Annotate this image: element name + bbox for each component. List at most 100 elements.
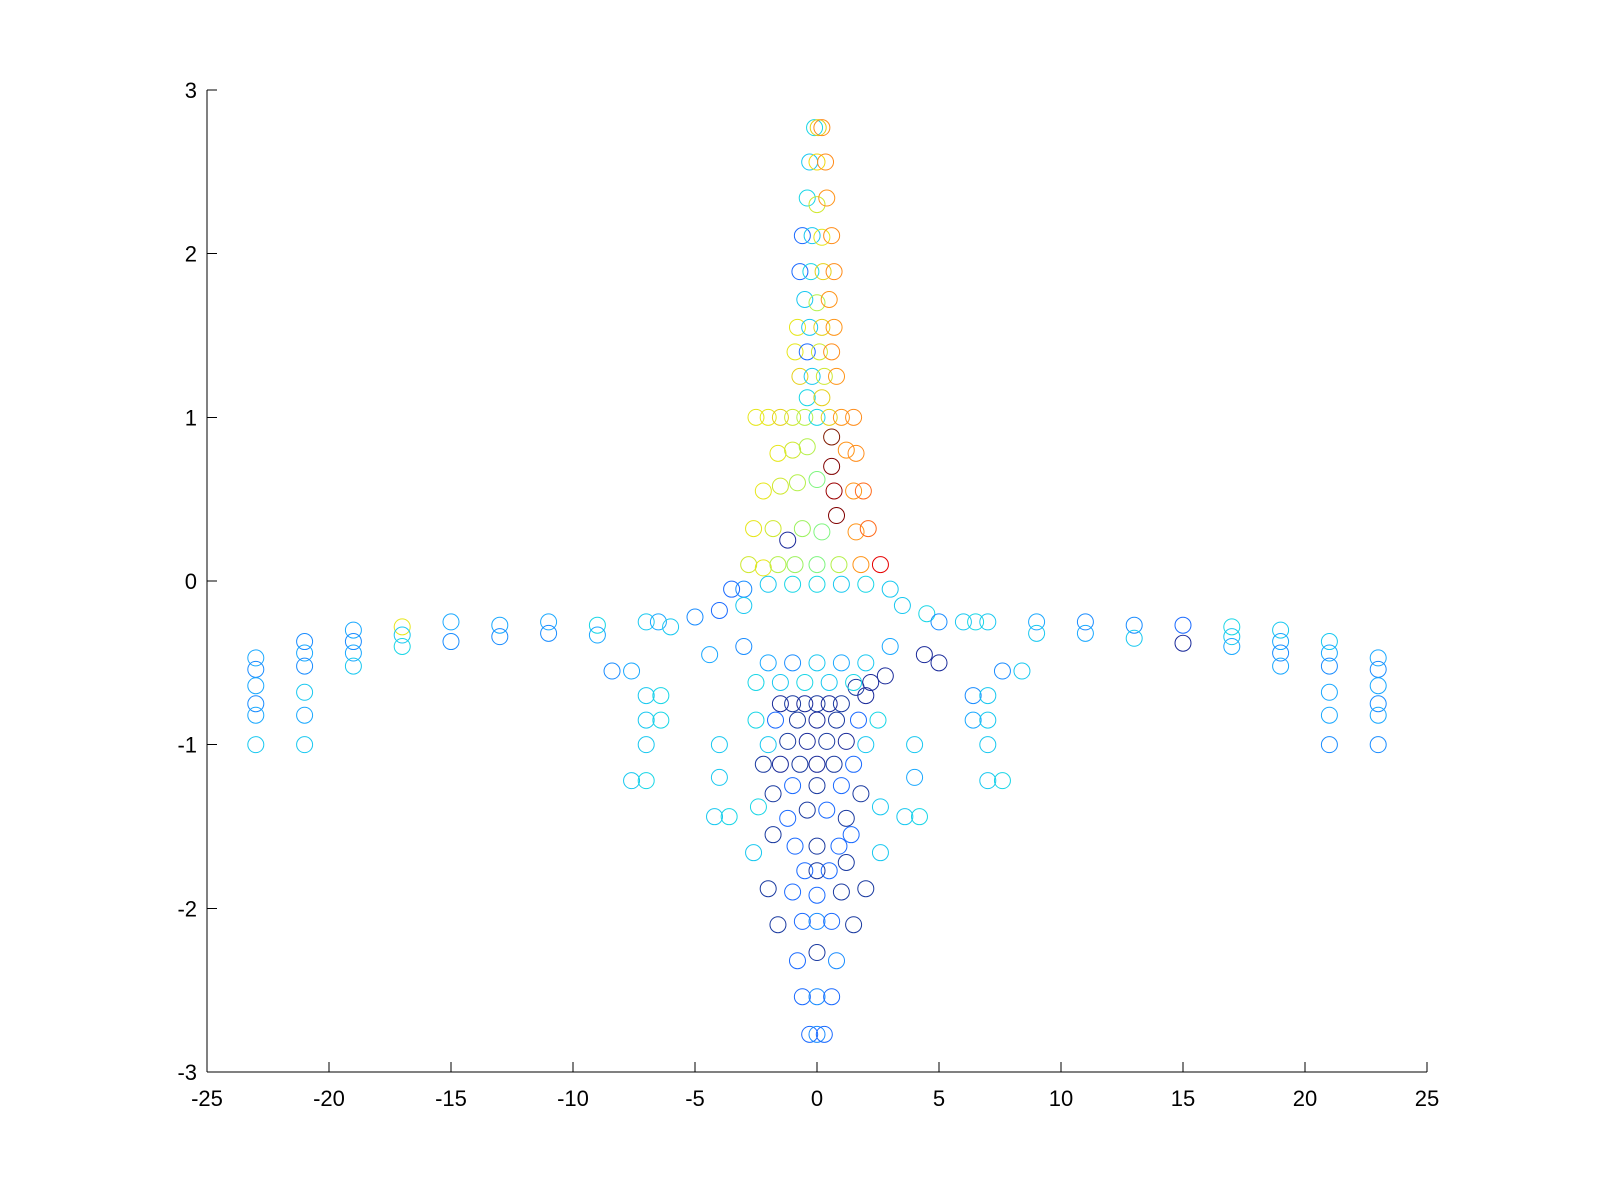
scatter-point: [784, 441, 802, 459]
x-tick-label: 20: [1293, 1086, 1317, 1111]
scatter-point: [796, 862, 814, 880]
scatter-point: [706, 808, 724, 826]
scatter-point: [344, 657, 362, 675]
scatter-point: [1013, 662, 1031, 680]
x-tick-label: 0: [811, 1086, 823, 1111]
scatter-point: [754, 559, 772, 577]
scatter-point: [893, 597, 911, 615]
scatter-point: [1174, 634, 1192, 652]
scatter-point: [871, 556, 889, 574]
scatter-point: [857, 687, 875, 705]
x-tick-label: -20: [313, 1086, 345, 1111]
scatter-point: [930, 654, 948, 672]
scatter-point: [791, 367, 809, 385]
x-axis-ticks: -25 -20 -15 -10 -5 0 5 10 15 20 25: [191, 1062, 1439, 1111]
y-tick-label: 0: [185, 569, 197, 594]
scatter-point: [859, 520, 877, 538]
scatter-point: [793, 912, 811, 930]
scatter-point: [813, 318, 831, 336]
scatter-point: [820, 290, 838, 308]
scatter-point: [814, 263, 832, 281]
scatter-point: [1320, 736, 1338, 754]
x-tick-label: -15: [435, 1086, 467, 1111]
scatter-point: [798, 732, 816, 750]
scatter-point: [247, 706, 265, 724]
scatter-point: [740, 556, 758, 574]
scatter-point: [813, 228, 831, 246]
scatter-point: [1320, 633, 1338, 651]
scatter-point: [910, 808, 928, 826]
scatter-point: [771, 755, 789, 773]
scatter-point: [813, 389, 831, 407]
scatter-point: [759, 880, 777, 898]
scatter-point: [764, 785, 782, 803]
scatter-point: [1028, 624, 1046, 642]
y-tick-label: 3: [185, 78, 197, 103]
scatter-point: [1174, 616, 1192, 634]
scatter-point: [915, 646, 933, 664]
scatter-point: [247, 677, 265, 695]
scatter-point: [808, 695, 826, 713]
scatter-point: [784, 695, 802, 713]
scatter-point: [491, 628, 509, 646]
scatter-point: [847, 523, 865, 541]
scatter-point: [796, 695, 814, 713]
scatter-point: [637, 711, 655, 729]
scatter-point: [1369, 660, 1387, 678]
scatter-point: [808, 654, 826, 672]
scatter-point: [784, 408, 802, 426]
scatter-point: [820, 862, 838, 880]
scatter-point: [1223, 637, 1241, 655]
scatter-point: [798, 189, 816, 207]
scatter-point: [793, 520, 811, 538]
scatter-point: [801, 1025, 819, 1043]
scatter-point: [786, 343, 804, 361]
scatter-point: [788, 711, 806, 729]
scatter-point: [837, 441, 855, 459]
scatter-point: [759, 575, 777, 593]
scatter-point: [803, 227, 821, 245]
scatter-point: [784, 654, 802, 672]
scatter-point: [823, 343, 841, 361]
scatter-point: [796, 673, 814, 691]
y-tick-label: -1: [177, 733, 197, 758]
scatter-point: [1369, 677, 1387, 695]
scatter-point: [786, 837, 804, 855]
x-tick-label: 10: [1049, 1086, 1073, 1111]
scatter-point: [808, 944, 826, 962]
scatter-point: [1272, 657, 1290, 675]
scatter-point: [964, 711, 982, 729]
scatter-point: [296, 633, 314, 651]
scatter-point: [759, 654, 777, 672]
scatter-point: [830, 556, 848, 574]
scatter-point: [1369, 706, 1387, 724]
x-tick-label: -5: [685, 1086, 705, 1111]
scatter-point: [808, 196, 826, 214]
scatter-point: [820, 695, 838, 713]
scatter-point: [759, 408, 777, 426]
scatter-point: [808, 153, 826, 171]
scatter-point: [540, 613, 558, 631]
scatter-point: [828, 367, 846, 385]
y-axis-ticks: -3 -2 -1 0 1 2 3: [177, 78, 217, 1085]
scatter-point: [823, 912, 841, 930]
scatter-point: [637, 772, 655, 790]
scatter-point: [747, 673, 765, 691]
scatter-point: [876, 667, 894, 685]
scatter-point: [842, 826, 860, 844]
scatter-point: [803, 367, 821, 385]
scatter-point: [1272, 644, 1290, 662]
scatter-point: [769, 556, 787, 574]
scatter-markers: [247, 119, 1387, 1043]
scatter-point: [1320, 706, 1338, 724]
scatter-point: [815, 1025, 833, 1043]
scatter-point: [796, 290, 814, 308]
scatter-point: [857, 654, 875, 672]
y-tick-label: 1: [185, 405, 197, 430]
scatter-point: [993, 662, 1011, 680]
scatter-point: [979, 613, 997, 631]
scatter-point: [845, 755, 863, 773]
scatter-point: [823, 227, 841, 245]
scatter-point: [808, 471, 826, 489]
scatter-point: [393, 626, 411, 644]
